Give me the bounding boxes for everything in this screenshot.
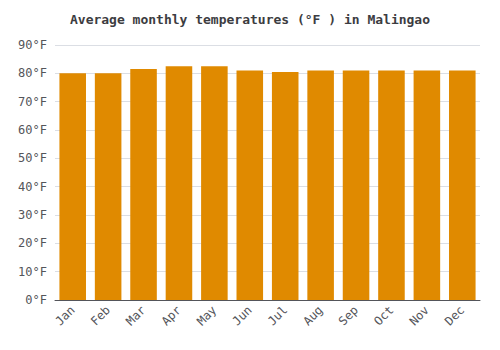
svg-text:30°F: 30°F: [18, 208, 47, 222]
svg-text:50°F: 50°F: [18, 151, 47, 165]
svg-text:Mar: Mar: [123, 303, 148, 328]
svg-text:0°F: 0°F: [25, 293, 47, 307]
svg-text:70°F: 70°F: [18, 95, 47, 109]
svg-text:Jul: Jul: [265, 303, 290, 328]
svg-text:90°F: 90°F: [18, 38, 47, 52]
svg-text:80°F: 80°F: [18, 66, 47, 80]
svg-text:Nov: Nov: [407, 303, 432, 328]
svg-text:Sep: Sep: [336, 303, 361, 328]
svg-text:Dec: Dec: [442, 303, 467, 328]
svg-text:May: May: [194, 303, 219, 328]
svg-text:20°F: 20°F: [18, 236, 47, 250]
svg-text:Oct: Oct: [371, 303, 396, 328]
svg-text:Average monthly temperatures (: Average monthly temperatures (°F ) in Ma…: [70, 12, 430, 27]
svg-text:40°F: 40°F: [18, 180, 47, 194]
svg-text:Jun: Jun: [230, 303, 255, 328]
svg-text:Aug: Aug: [300, 303, 325, 328]
svg-text:Apr: Apr: [159, 303, 184, 328]
svg-text:Feb: Feb: [88, 303, 113, 328]
svg-text:Jan: Jan: [52, 303, 77, 328]
svg-text:10°F: 10°F: [18, 265, 47, 279]
svg-text:60°F: 60°F: [18, 123, 47, 137]
